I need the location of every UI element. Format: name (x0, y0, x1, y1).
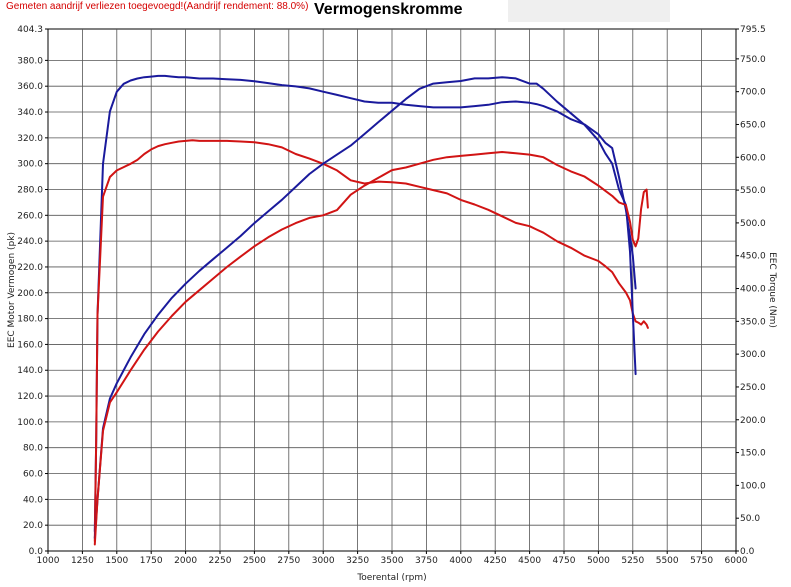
y-left-tick-label: 404.3 (17, 25, 43, 35)
y-right-tick-label: 700.0 (740, 88, 766, 98)
x-tick-label: 5250 (621, 556, 644, 566)
x-tick-label: 3000 (312, 556, 335, 566)
torque-curve-blue (93, 74, 637, 533)
x-tick-label: 4000 (449, 556, 472, 566)
y-left-tick-label: 60.0 (23, 470, 43, 480)
x-tick-label: 5000 (587, 556, 610, 566)
y-left-tick-label: 300.0 (17, 160, 43, 170)
x-tick-label: 2500 (243, 556, 266, 566)
y-right-tick-label: 650.0 (740, 120, 766, 130)
x-tick-label: 4250 (484, 556, 507, 566)
y-left-tick-label: 80.0 (23, 444, 43, 454)
x-tick-labels: 1000 1250 1500 1750 2000 2250 2500 2750 3000 3250… (37, 556, 748, 566)
x-tick-label: 3250 (346, 556, 369, 566)
x-tick-label: 4750 (553, 556, 576, 566)
drive-loss-note: Gemeten aandrijf verliezen toegevoegd!(A… (6, 1, 309, 12)
header-blank-box (508, 0, 670, 22)
y-left-tick-labels: 0.0 20.0 40.0 60.0 80.0 100.0 120.0 140.0 160.0 1… (17, 25, 43, 557)
y-right-tick-label: 150.0 (740, 449, 766, 459)
y-right-tick-label: 250.0 (740, 383, 766, 393)
chart-title: Vermogenskromme (314, 1, 463, 18)
y-left-tick-label: 380.0 (17, 56, 43, 66)
y-left-tick-label: 100.0 (17, 418, 43, 428)
y-left-tick-label: 320.0 (17, 134, 43, 144)
y-right-tick-labels: 0.0 50.0 100.0 150.0 200.0 250.0 300.0 350.0 400… (740, 25, 766, 557)
grid-lines (45, 28, 739, 554)
power-curve-red (93, 151, 649, 546)
x-tick-label: 2000 (174, 556, 197, 566)
y-left-tick-label: 260.0 (17, 211, 43, 221)
x-tick-label: 5750 (690, 556, 713, 566)
x-tick-label: 3500 (381, 556, 404, 566)
y-right-tick-label: 0.0 (740, 547, 755, 557)
y-left-tick-label: 0.0 (29, 547, 44, 557)
x-tick-label: 1500 (105, 556, 128, 566)
series-lines (93, 74, 649, 546)
y-right-tick-label: 500.0 (740, 219, 766, 229)
y-right-tick-label: 300.0 (740, 350, 766, 360)
y-left-tick-label: 200.0 (17, 289, 43, 299)
y-left-tick-label: 280.0 (17, 185, 43, 195)
x-tick-label: 1000 (37, 556, 60, 566)
y-right-tick-label: 550.0 (740, 186, 766, 196)
y-right-tick-label: 750.0 (740, 55, 766, 65)
y-right-tick-label: 100.0 (740, 481, 766, 491)
y-right-tick-label: 450.0 (740, 252, 766, 262)
x-axis-label: Toerental (rpm) (356, 573, 426, 583)
y-left-tick-label: 20.0 (23, 521, 43, 531)
x-tick-label: 1750 (140, 556, 163, 566)
y-right-tick-label: 50.0 (740, 514, 760, 524)
y-left-tick-label: 180.0 (17, 315, 43, 325)
y-left-tick-label: 120.0 (17, 392, 43, 402)
y-left-tick-label: 340.0 (17, 108, 43, 118)
y-left-tick-label: 220.0 (17, 263, 43, 273)
y-left-tick-label: 360.0 (17, 82, 43, 92)
x-tick-label: 6000 (725, 556, 748, 566)
x-tick-label: 5500 (656, 556, 679, 566)
y-left-tick-label: 160.0 (17, 340, 43, 350)
y-right-tick-label: 400.0 (740, 285, 766, 295)
y-right-tick-label: 600.0 (740, 153, 766, 163)
y-right-tick-label: 795.5 (740, 25, 766, 35)
y-left-tick-label: 140.0 (17, 366, 43, 376)
x-tick-label: 2250 (209, 556, 232, 566)
y-left-tick-label: 40.0 (23, 495, 43, 505)
y-left-axis-label: EEC Motor Vermogen (pk) (7, 232, 17, 348)
y-right-tick-label: 200.0 (740, 416, 766, 426)
x-tick-label: 1250 (71, 556, 94, 566)
x-tick-label: 3750 (415, 556, 438, 566)
x-tick-label: 4500 (518, 556, 541, 566)
y-right-axis-label: EEC Torque (Nm) (767, 252, 777, 328)
power-curve-blue (93, 76, 637, 540)
y-right-tick-label: 350.0 (740, 317, 766, 327)
y-left-tick-label: 240.0 (17, 237, 43, 247)
x-tick-label: 2750 (277, 556, 300, 566)
